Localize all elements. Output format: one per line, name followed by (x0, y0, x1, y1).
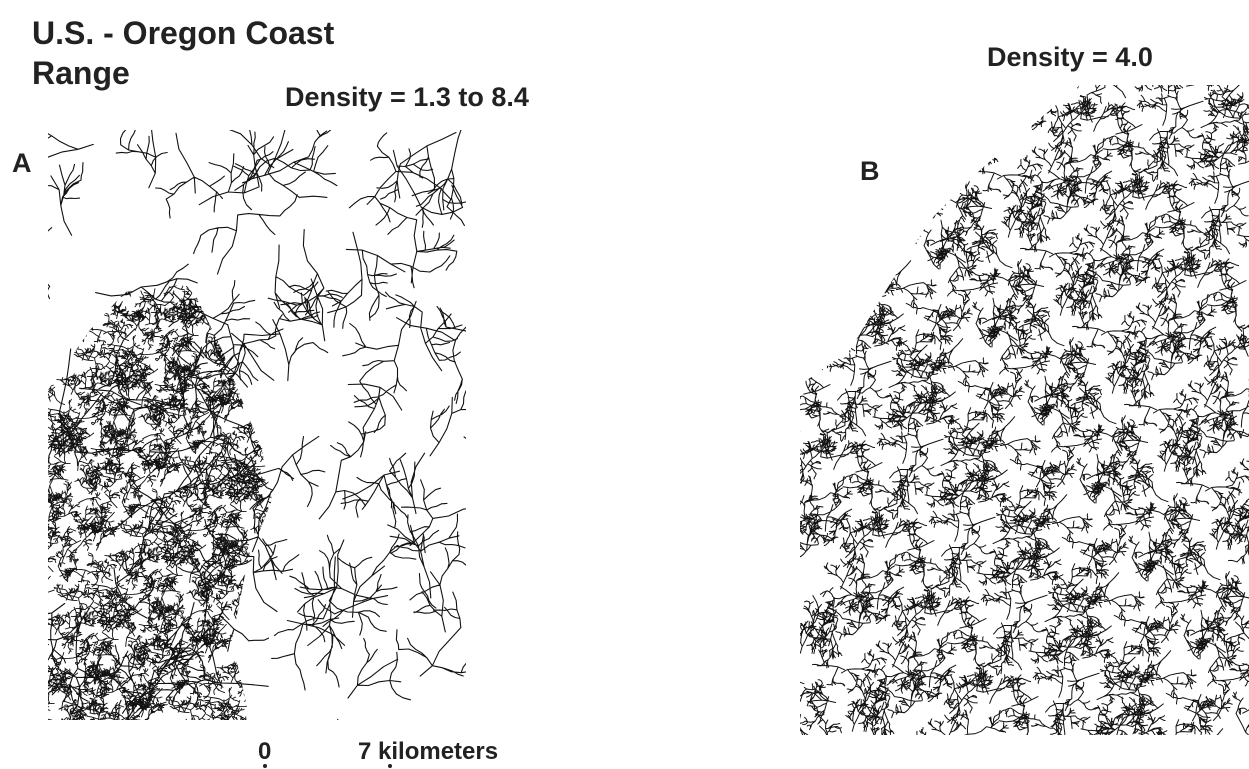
density-label: Density = 1.3 to 8.4 (285, 82, 529, 112)
panel-label: B (860, 156, 880, 186)
stream-network-b (752, 48, 1249, 769)
scale-end: 7 kilometers (358, 738, 498, 765)
scale-tick (263, 764, 267, 768)
panel-label: A (12, 148, 32, 178)
title-line: Range (32, 55, 130, 91)
stream-lines (752, 48, 1249, 769)
figure: U.S. - Oregon Coast Range Density = 1.3 … (0, 0, 1249, 769)
title-line: U.S. - Oregon Coast (32, 15, 335, 51)
scale-tick (388, 764, 392, 768)
density-label: Density = 4.0 (987, 42, 1153, 72)
scale-start: 0 (258, 738, 271, 765)
stream-network-a (0, 27, 610, 769)
stream-lines (0, 27, 610, 769)
